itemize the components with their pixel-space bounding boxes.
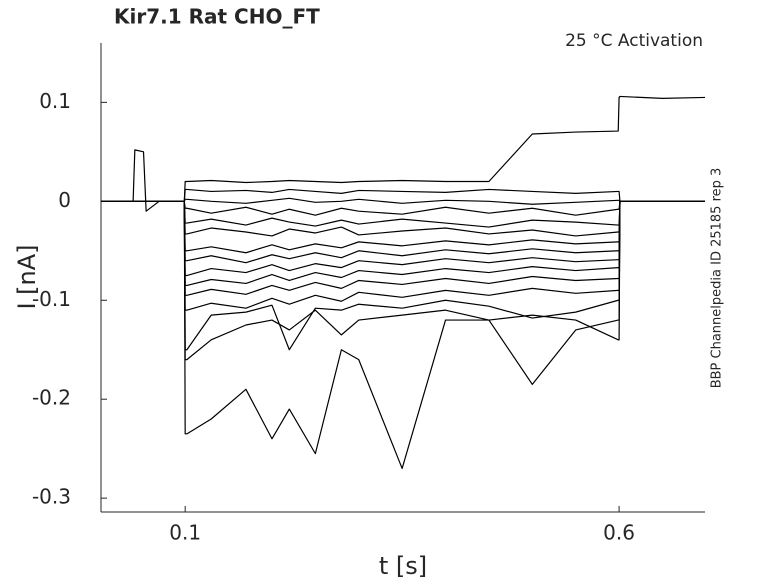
y-tick-label: -0.1 [32,287,71,311]
x-tick-label: 0.1 [169,521,201,545]
trace [101,95,706,202]
y-tick-label: 0 [58,188,71,212]
trace [101,200,705,351]
chart-title: Kir7.1 Rat CHO_FT [114,5,320,29]
trace [101,200,705,470]
y-axis-label: I [nA] [13,244,41,309]
trace [101,149,705,212]
side-note: BBP Channelpedia ID 25185 rep 3 [710,168,725,389]
trace [101,200,705,296]
y-tick-label: 0.1 [39,89,71,113]
y-tick-label: -0.3 [32,485,71,509]
trace [101,197,705,205]
x-tick-label: 0.6 [603,521,635,545]
y-tick-label: -0.2 [32,386,71,410]
trace [101,200,705,277]
annotation: 25 °C Activation [565,31,703,51]
x-axis-label: t [s] [379,552,427,580]
